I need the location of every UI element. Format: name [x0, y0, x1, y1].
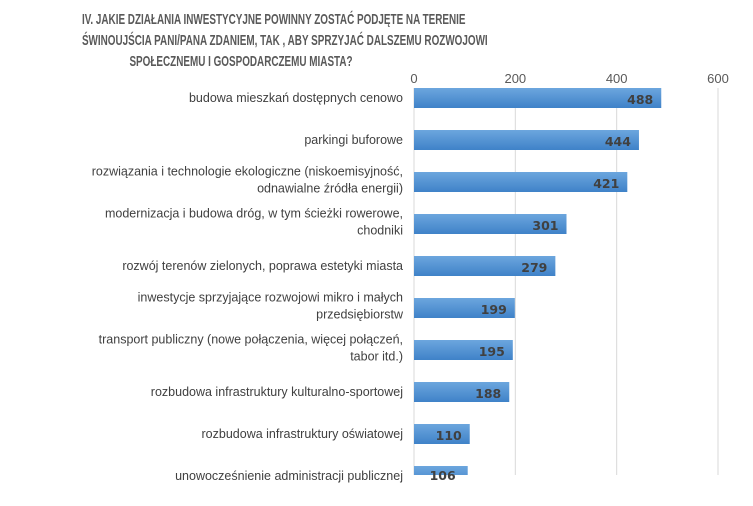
data-label: 301 [532, 218, 558, 233]
chart-title: IV. JAKIE DZIAŁANIA INWESTYCYJNE POWINNY… [0, 9, 488, 72]
bar [414, 172, 628, 192]
category-label: przedsiębiorstw [316, 308, 404, 322]
bar [414, 214, 567, 234]
category-label: parkingi buforowe [304, 133, 403, 147]
category-label: odnawialne źródła energii) [257, 182, 403, 196]
category-label: rozwiązania i technologie ekologiczne (n… [92, 165, 403, 179]
plot-bottom-mask [413, 475, 733, 506]
category-label: rozbudowa infrastruktury kulturalno-spor… [151, 385, 403, 399]
bar [414, 340, 513, 360]
category-label: chodniki [357, 224, 403, 238]
category-label: rozwój terenów zielonych, poprawa estety… [122, 259, 403, 273]
data-label: 106 [430, 468, 456, 483]
title-line: IV. JAKIE DZIAŁANIA INWESTYCYJNE POWINNY… [81, 11, 466, 28]
x-tick-label: 600 [707, 71, 729, 86]
title-line: ŚWINOUJŚCIA PANI/PANA ZDANIEM, TAK , ABY… [81, 32, 488, 49]
x-tick-label: 200 [504, 71, 526, 86]
category-label: modernizacja i budowa dróg, w tym ścieżk… [105, 207, 403, 221]
bar [414, 382, 510, 402]
data-label: 279 [521, 260, 547, 275]
data-label: 110 [436, 428, 462, 443]
data-label: 199 [481, 302, 507, 317]
category-label: inwestycje sprzyjające rozwojowi mikro i… [138, 291, 403, 305]
data-label: 421 [593, 176, 619, 191]
title-line: SPOŁECZNEMU I GOSPODARCZEMU MIASTA? [129, 53, 353, 70]
data-label: 195 [479, 344, 505, 359]
bar [414, 298, 515, 318]
x-tick-label: 400 [606, 71, 628, 86]
bar [414, 256, 556, 276]
x-tick-label: 0 [410, 71, 417, 86]
category-label: unowocześnienie administracji publicznej [175, 469, 403, 483]
data-label: 488 [627, 92, 653, 107]
category-label: rozbudowa infrastruktury oświatowej [202, 427, 403, 441]
data-label: 444 [605, 134, 631, 149]
bar [414, 424, 470, 444]
bar [414, 130, 639, 150]
data-label: 188 [475, 386, 501, 401]
bar [414, 88, 662, 108]
category-label: budowa mieszkań dostępnych cenowo [189, 91, 403, 105]
category-label: tabor itd.) [350, 350, 403, 364]
category-label: transport publiczny (nowe połączenia, wi… [99, 333, 403, 347]
